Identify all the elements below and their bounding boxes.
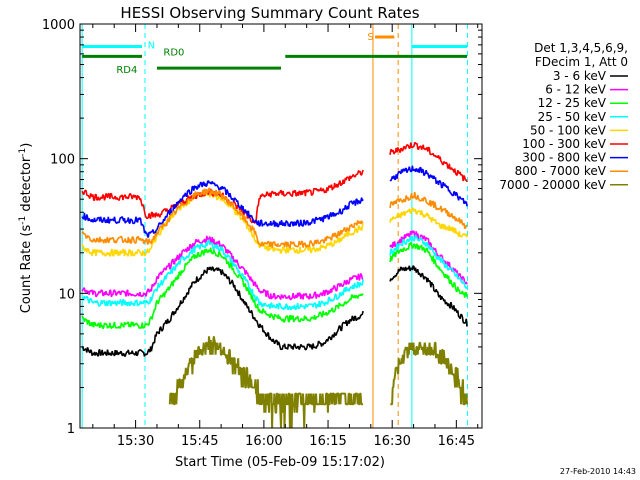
x-tick-label: 16:15 bbox=[309, 434, 346, 449]
legend: Det 1,3,4,5,6,9, FDecim 1, Att 0 3 - 6 k… bbox=[499, 41, 628, 192]
y-tick-label: 1 bbox=[67, 422, 75, 437]
legend-label: 800 - 7000 keV bbox=[515, 164, 607, 178]
x-tick-label: 16:00 bbox=[245, 434, 282, 449]
footer-timestamp: 27-Feb-2010 14:43 bbox=[560, 467, 636, 476]
series-25-50-kev bbox=[81, 234, 468, 311]
legend-header-line-1: Det 1,3,4,5,6,9, bbox=[534, 41, 628, 55]
x-tick-label: 16:45 bbox=[438, 434, 475, 449]
chart-title: HESSI Observing Summary Count Rates bbox=[120, 4, 419, 22]
series-7000-20000-kev bbox=[168, 336, 468, 429]
series-300-800-kev bbox=[81, 165, 468, 238]
x-tick-label: 16:30 bbox=[373, 434, 410, 449]
legend-item: 7000 - 20000 keV bbox=[499, 178, 628, 192]
legend-label: 100 - 300 keV bbox=[522, 137, 606, 151]
state-label-rd4: RD4 bbox=[116, 65, 137, 76]
legend-item: 300 - 800 keV bbox=[522, 151, 628, 165]
y-tick-label: 10 bbox=[58, 287, 75, 302]
legend-label: 300 - 800 keV bbox=[522, 151, 606, 165]
legend-item: 6 - 12 keV bbox=[545, 83, 628, 97]
legend-header-line-2: FDecim 1, Att 0 bbox=[535, 55, 628, 69]
legend-item: 800 - 7000 keV bbox=[515, 164, 628, 178]
legend-item: 50 - 100 keV bbox=[530, 123, 628, 137]
y-axis: 1 10 100 1000 bbox=[42, 18, 482, 437]
x-axis-label: Start Time (05-Feb-09 15:17:02) bbox=[175, 455, 385, 470]
legend-label: 3 - 6 keV bbox=[553, 69, 607, 83]
plot-area: N RD0 RD4 S bbox=[81, 24, 468, 429]
x-tick-label: 15:30 bbox=[117, 434, 154, 449]
series-6-12-kev bbox=[81, 230, 468, 301]
x-axis: 15:30 15:45 16:00 16:15 16:30 16:45 bbox=[92, 24, 479, 449]
state-label-rd0: RD0 bbox=[163, 47, 184, 58]
legend-item: 100 - 300 keV bbox=[522, 137, 628, 151]
legend-label: 50 - 100 keV bbox=[530, 123, 607, 137]
legend-label: 12 - 25 keV bbox=[538, 96, 607, 110]
legend-label: 7000 - 20000 keV bbox=[499, 178, 606, 192]
plot-frame bbox=[79, 23, 483, 429]
state-label-s: S bbox=[367, 32, 373, 43]
y-tick-label: 1000 bbox=[42, 18, 75, 33]
legend-item: 12 - 25 keV bbox=[538, 96, 628, 110]
series-800-7000-kev bbox=[81, 187, 468, 249]
series-12-25-kev bbox=[81, 242, 468, 330]
legend-label: 25 - 50 keV bbox=[538, 110, 607, 124]
state-label-n: N bbox=[148, 41, 155, 52]
y-tick-label: 100 bbox=[50, 153, 75, 168]
y-axis-label: Count Rate (s-1 detector-1) bbox=[18, 143, 34, 314]
legend-item: 3 - 6 keV bbox=[553, 69, 628, 83]
series-3-6-kev bbox=[82, 265, 468, 358]
legend-label: 6 - 12 keV bbox=[545, 83, 607, 97]
x-tick-label: 15:45 bbox=[181, 434, 218, 449]
legend-item: 25 - 50 keV bbox=[538, 110, 628, 124]
